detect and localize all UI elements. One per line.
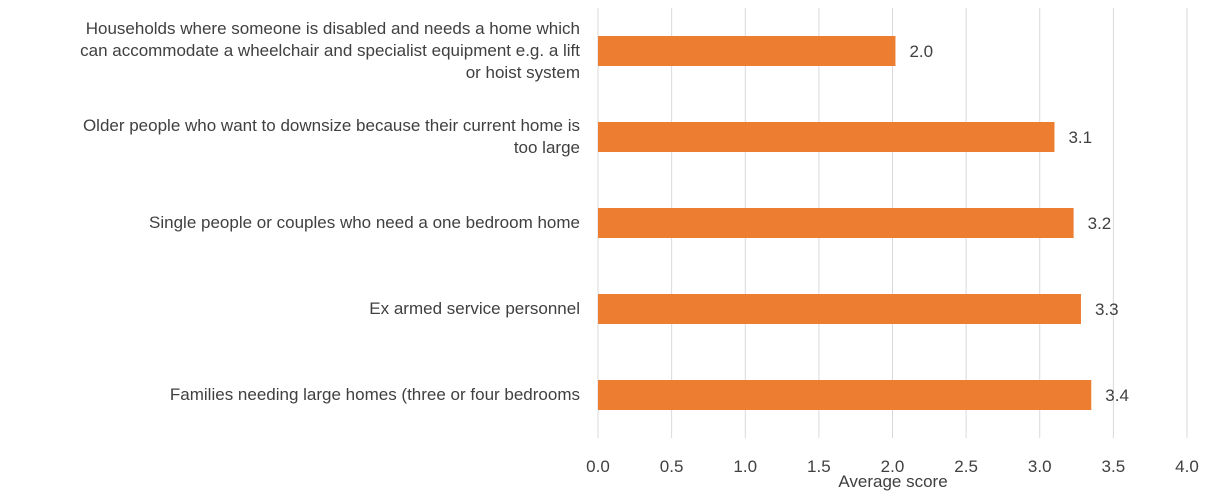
bar [598,208,1074,238]
y-category-label-line: Older people who want to downsize becaus… [82,116,580,135]
y-category-label: Households where someone is disabled and… [0,18,580,84]
bar [598,380,1092,410]
y-category-label-line: or hoist system [465,63,580,82]
y-category-label-line: Households where someone is disabled and… [85,19,580,38]
x-tick-label: 0.5 [660,457,684,476]
y-category-label-line: Single people or couples who need a one … [149,213,580,232]
data-label: 2.0 [909,42,933,61]
y-category-label: Families needing large homes (three or f… [0,384,580,406]
x-tick-label: 3.0 [1028,457,1052,476]
x-tick-label: 0.0 [586,457,610,476]
data-label: 3.1 [1068,128,1092,147]
y-category-label: Ex armed service personnel [0,298,580,320]
bar [598,36,896,66]
data-label: 3.3 [1095,300,1119,319]
y-category-label: Single people or couples who need a one … [0,212,580,234]
x-axis-title: Average score [838,472,948,491]
bar [598,294,1081,324]
x-tick-label: 4.0 [1175,457,1199,476]
x-tick-label: 2.5 [954,457,978,476]
x-tick-label: 1.0 [733,457,757,476]
x-tick-label: 2.0 [881,457,905,476]
y-category-label-line: too large [513,138,580,157]
y-category-label-line: Ex armed service personnel [369,299,580,318]
y-category-label-line: Families needing large homes (three or f… [169,385,580,404]
bar [598,122,1055,152]
y-category-label: Older people who want to downsize becaus… [0,115,580,159]
x-tick-label: 3.5 [1102,457,1126,476]
x-tick-label: 1.5 [807,457,831,476]
data-label: 3.2 [1088,214,1112,233]
y-category-label-line: can accommodate a wheelchair and special… [80,41,580,60]
data-label: 3.4 [1105,386,1129,405]
